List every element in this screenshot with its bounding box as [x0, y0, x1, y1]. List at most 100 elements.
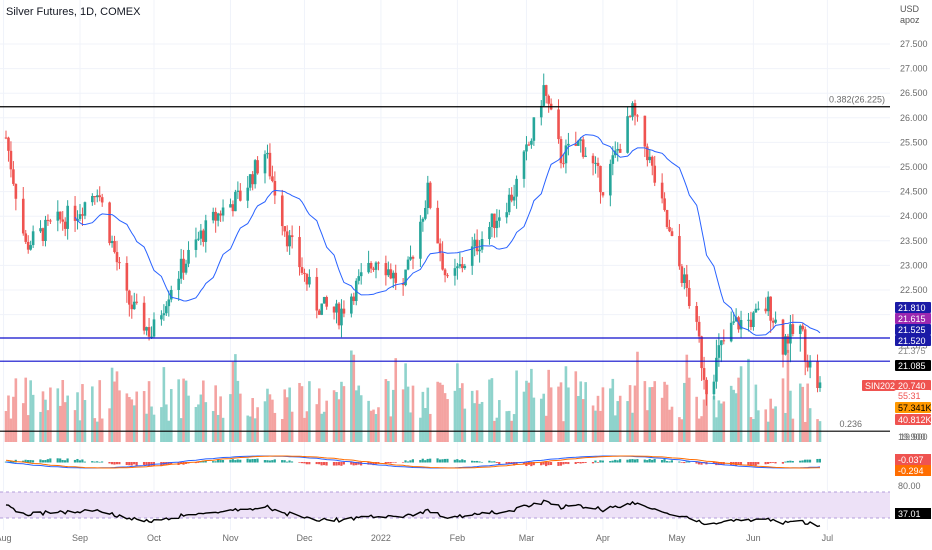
- time-tick-label: Dec: [296, 533, 313, 543]
- macd-pane: [4, 455, 821, 469]
- volume-bar: [197, 404, 200, 442]
- macd-histogram-bar: [93, 461, 96, 463]
- macd-histogram-bar: [29, 459, 32, 463]
- volume-bar: [660, 397, 664, 442]
- macd-histogram-bar: [256, 458, 259, 463]
- candle-body: [594, 162, 597, 164]
- volume-bar: [394, 358, 398, 442]
- candle-body: [44, 219, 47, 242]
- candle-body: [118, 262, 121, 264]
- volume-bar: [98, 380, 102, 442]
- candle-body: [147, 327, 151, 337]
- volume-bar: [305, 411, 309, 442]
- volume-bar: [300, 386, 304, 442]
- macd-line: [5, 455, 821, 469]
- price-badge-text: 21.375: [898, 346, 926, 356]
- volume-bar: [650, 387, 654, 442]
- volume-bar: [636, 351, 639, 442]
- macd-histogram-bar: [246, 458, 249, 463]
- volume-bar: [530, 368, 533, 442]
- candle-body: [132, 301, 136, 310]
- macd-histogram-bar: [300, 462, 303, 464]
- volume-bar: [162, 367, 166, 442]
- volume-bar: [31, 394, 35, 442]
- macd-histogram-bar: [643, 459, 646, 463]
- macd-histogram-bar: [130, 462, 133, 466]
- candle-body: [525, 144, 528, 152]
- volume-bar: [263, 401, 267, 442]
- volume-bar: [584, 382, 587, 442]
- time-axis[interactable]: Aug Sep Oct Nov Dec 2022 Feb Mar Apr May Jun Jul: [0, 533, 833, 543]
- macd-histogram-bar: [288, 460, 291, 463]
- candle-body: [41, 228, 45, 242]
- candle-body: [352, 296, 356, 302]
- macd-histogram-bar: [754, 462, 757, 466]
- time-tick-label: Jul: [822, 533, 834, 543]
- candle-body: [446, 275, 449, 277]
- candle-body: [4, 137, 8, 139]
- macd-histogram-bar: [325, 462, 328, 466]
- macd-histogram-bar: [609, 461, 612, 463]
- candle-body: [91, 196, 94, 203]
- candle-body: [182, 258, 185, 273]
- volume-bar: [387, 381, 390, 442]
- price-badge-text: 19.900: [898, 432, 926, 442]
- volume-bar: [266, 388, 269, 442]
- volume-bar: [303, 417, 306, 442]
- volume-bar: [498, 400, 501, 442]
- price-tick-label: 27.500: [900, 39, 928, 49]
- macd-histogram-bar: [202, 460, 205, 463]
- price-badge-text: 21.810: [898, 303, 926, 313]
- candle-body: [357, 276, 361, 281]
- volume-bar: [424, 408, 427, 442]
- volume-bar: [539, 398, 543, 442]
- macd-histogram-bar: [263, 460, 266, 463]
- candle-body: [798, 325, 802, 334]
- volume-bar: [685, 354, 689, 442]
- candle-body: [663, 198, 666, 210]
- candle-body: [488, 226, 491, 240]
- volume-bar: [406, 386, 410, 442]
- candle-body: [290, 235, 294, 238]
- macd-histogram-bar: [125, 462, 128, 466]
- volume-bar: [461, 383, 464, 442]
- candle-body: [781, 319, 785, 355]
- volume-bar: [389, 416, 393, 442]
- volume-bar: [801, 386, 805, 442]
- macd-histogram-bar: [441, 459, 444, 463]
- macd-histogram-bar: [231, 459, 234, 463]
- macd-histogram-bar: [547, 462, 550, 466]
- price-badge: [895, 324, 931, 335]
- price-badge: [895, 390, 931, 401]
- macd-histogram-bar: [594, 460, 597, 463]
- volume-bar: [596, 395, 600, 442]
- volume-bar: [202, 380, 205, 442]
- volume-bar: [204, 402, 208, 442]
- volume-bar: [239, 393, 242, 442]
- candle-body: [300, 267, 304, 273]
- candle-body: [9, 150, 13, 170]
- price-tick-label: 25.500: [900, 137, 928, 147]
- candle-body: [522, 151, 526, 179]
- volume-bar: [480, 401, 484, 442]
- macd-histogram-bar: [384, 462, 387, 464]
- horizontal-lines: 0.382(26.225) 0.236: [0, 95, 890, 432]
- candle-body: [108, 202, 111, 244]
- candle-body: [303, 272, 306, 275]
- volume-bar: [591, 405, 595, 442]
- time-tick-label: Feb: [450, 533, 466, 543]
- volume-bar: [177, 379, 180, 442]
- volume-bar: [436, 381, 439, 442]
- candle-body: [194, 239, 198, 250]
- macd-histogram-bar: [83, 461, 86, 463]
- candle-body: [764, 308, 768, 312]
- volume-bar: [766, 421, 770, 442]
- candle-body: [461, 264, 464, 269]
- volume-bar: [100, 418, 104, 442]
- volume-bar: [391, 389, 395, 442]
- volume-bar: [717, 400, 721, 442]
- volume-bar: [325, 400, 328, 442]
- candle-body: [493, 213, 496, 229]
- volume-bar: [14, 378, 18, 442]
